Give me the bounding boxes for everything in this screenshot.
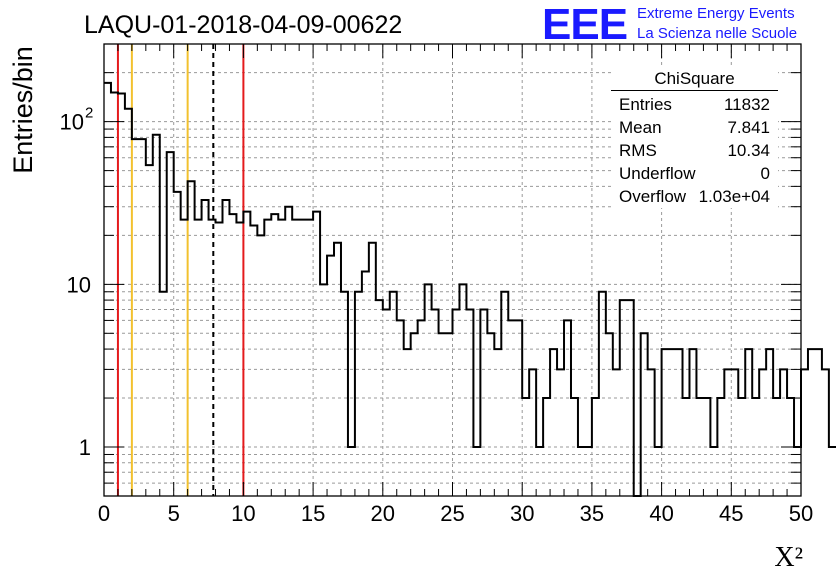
stats-key: Mean: [619, 118, 662, 137]
stats-key: Underflow: [619, 164, 696, 183]
x-tick-label: 40: [649, 501, 673, 526]
stats-key: Entries: [619, 95, 672, 114]
stats-row-rms: RMS 10.34: [611, 139, 778, 162]
stats-key: RMS: [619, 141, 657, 160]
x-tick-label: 25: [440, 501, 464, 526]
x-tick-label: 50: [789, 501, 813, 526]
eee-logo-mark: EEE: [542, 0, 628, 49]
stats-value: 7.841: [727, 118, 770, 137]
x-tick-label: 0: [98, 501, 110, 526]
stats-row-mean: Mean 7.841: [611, 116, 778, 139]
stats-row-overflow: Overflow 1.03e+04: [611, 185, 778, 208]
stats-value: 0: [760, 164, 770, 183]
histogram-step-line: [104, 81, 836, 497]
logo-line-2: La Scienza nelle Scuole: [637, 25, 798, 42]
y-tick-label: 10: [60, 110, 84, 135]
x-tick-label: 30: [510, 501, 534, 526]
y-tick-label: 1: [79, 435, 91, 460]
reference-lines: [116, 44, 245, 496]
stats-key: Overflow: [619, 187, 687, 206]
x-tick-label: 20: [371, 501, 395, 526]
stats-value: 11832: [723, 95, 770, 114]
y-axis-label: Entries/bin: [8, 46, 38, 174]
x-tick-label: 15: [301, 501, 325, 526]
x-tick-label: 35: [580, 501, 604, 526]
y-tick-label-exponent: 2: [85, 105, 93, 122]
stats-row-underflow: Underflow 0: [611, 162, 778, 185]
logo-line-1: Extreme Energy Events: [637, 5, 795, 22]
x-tick-label: 10: [231, 501, 255, 526]
stats-title: ChiSquare: [611, 68, 778, 91]
grid-lines: [104, 44, 801, 496]
stats-row-entries: Entries 11832: [611, 93, 778, 116]
stats-value: 1.03e+04: [698, 187, 770, 206]
y-tick-label: 10: [67, 272, 91, 297]
eee-logo: EEE Extreme Energy Events La Scienza nel…: [542, 0, 832, 49]
x-axis-label: X²: [774, 542, 803, 572]
chart-title: LAQU-01-2018-04-09-00622: [84, 11, 402, 39]
stats-value: 10.34: [727, 141, 770, 160]
x-tick-label: 45: [719, 501, 743, 526]
statistics-box: ChiSquare Entries 11832 Mean 7.841 RMS 1…: [611, 68, 778, 208]
axis-ticks: [103, 43, 802, 497]
x-tick-label: 5: [168, 501, 180, 526]
